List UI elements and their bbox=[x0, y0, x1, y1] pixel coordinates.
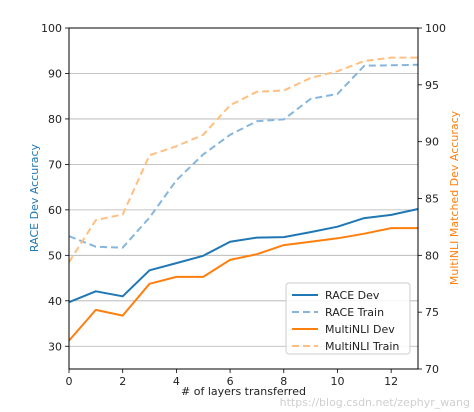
x-tick-label-0: 0 bbox=[66, 375, 73, 388]
y-axis-right: 70 75 80 85 90 95 100 bbox=[418, 22, 446, 376]
y-right-tick-label-0: 70 bbox=[425, 363, 439, 376]
series-line-multinli-dev bbox=[68, 227, 418, 342]
y-left-tick-label-4: 70 bbox=[48, 158, 62, 171]
y-left-tick-label-6: 90 bbox=[48, 67, 62, 80]
y-left-tick-label-3: 60 bbox=[48, 204, 62, 217]
y-left-tick-label-2: 50 bbox=[48, 249, 62, 262]
legend-label-race-dev: RACE Dev bbox=[325, 289, 380, 302]
x-tick-label-6: 12 bbox=[384, 375, 398, 388]
y-right-tick-label-6: 100 bbox=[425, 22, 446, 35]
y-left-tick-label-5: 80 bbox=[48, 113, 62, 126]
x-tick-label-5: 10 bbox=[330, 375, 344, 388]
x-tick-label-2: 4 bbox=[173, 375, 180, 388]
series-line-race-train bbox=[68, 63, 419, 249]
x-tick-label-3: 6 bbox=[227, 375, 234, 388]
y-axis-left-label: RACE Dev Accuracy bbox=[28, 143, 41, 252]
y-axis-right-label: MultiNLI Matched Dev Accuracy bbox=[448, 110, 461, 285]
x-tick-label-1: 2 bbox=[119, 375, 126, 388]
series-lines bbox=[68, 56, 419, 342]
y-right-tick-label-1: 75 bbox=[425, 306, 439, 319]
y-left-tick-label-1: 40 bbox=[48, 295, 62, 308]
y-left-tick-label-7: 100 bbox=[41, 22, 62, 35]
x-axis: 0 2 4 6 8 10 12 bbox=[66, 369, 398, 388]
watermark-text: https://blog.csdn.net/zephyr_wang bbox=[280, 396, 470, 409]
x-tick-label-4: 8 bbox=[280, 375, 287, 388]
y-right-tick-label-3: 85 bbox=[425, 193, 439, 206]
y-right-tick-label-2: 80 bbox=[425, 249, 439, 262]
legend-label-multinli-dev: MultiNLI Dev bbox=[325, 323, 395, 336]
series-line-race-dev bbox=[68, 208, 419, 304]
legend-label-multinli-train: MultiNLI Train bbox=[325, 340, 399, 353]
y-axis-left: 30 40 50 60 70 80 90 100 bbox=[41, 22, 69, 353]
gridlines bbox=[69, 27, 418, 347]
y-right-tick-label-5: 95 bbox=[425, 79, 439, 92]
series-line-multinli-train bbox=[68, 56, 418, 263]
x-axis-label: # of layers transferred bbox=[181, 385, 306, 398]
y-left-tick-label-0: 30 bbox=[48, 340, 62, 353]
legend-label-race-train: RACE Train bbox=[325, 306, 384, 319]
y-right-tick-label-4: 90 bbox=[425, 136, 439, 149]
legend: RACE Dev RACE Train MultiNLI Dev MultiNLI T… bbox=[285, 282, 411, 355]
legend-box bbox=[285, 282, 411, 355]
